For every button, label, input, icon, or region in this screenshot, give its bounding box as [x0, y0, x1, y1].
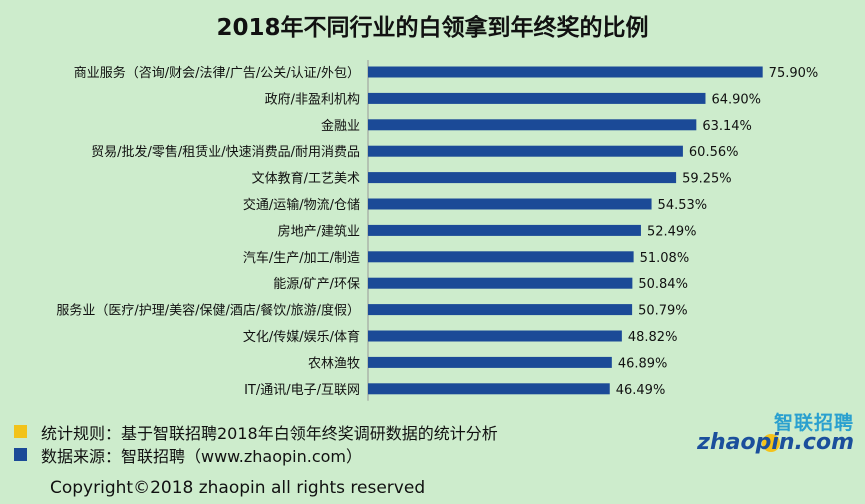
category-label: 商业服务（咨询/财会/法律/广告/公关/认证/外包）	[74, 65, 360, 81]
category-label: 交通/运输/物流/仓储	[243, 197, 360, 213]
bar	[368, 224, 641, 236]
rule-text: 统计规则：基于智联招聘2018年白领年终奖调研数据的统计分析	[41, 423, 498, 443]
rule-note: 统计规则：基于智联招聘2018年白领年终奖调研数据的统计分析	[14, 420, 498, 443]
value-label: 60.56%	[689, 145, 739, 160]
bar	[368, 251, 634, 263]
logo-en-text: zhaopin.com	[697, 430, 854, 455]
category-label: 农林渔牧	[308, 356, 360, 371]
bar	[368, 277, 633, 289]
logo-dot-icon	[762, 434, 780, 452]
category-label: IT/通讯/电子/互联网	[244, 383, 360, 398]
category-label: 房地产/建筑业	[278, 223, 360, 239]
bar	[368, 304, 633, 316]
bar	[368, 330, 622, 342]
chart-notes: 统计规则：基于智联招聘2018年白领年终奖调研数据的统计分析 数据来源：智联招聘…	[14, 420, 498, 466]
category-label: 金融业	[321, 118, 360, 134]
bar	[368, 145, 683, 157]
value-label: 48.82%	[628, 330, 678, 345]
bar	[368, 356, 612, 368]
value-label: 75.90%	[769, 66, 819, 81]
value-label: 51.08%	[640, 251, 690, 266]
zhaopin-logo: 智联招聘 zhaopin.com	[697, 408, 860, 463]
bar	[368, 92, 706, 104]
source-note: 数据来源：智联招聘（www.zhaopin.com）	[14, 443, 498, 466]
value-label: 59.25%	[682, 172, 732, 187]
chart-title: 2018年不同行业的白领拿到年终奖的比例	[216, 15, 649, 41]
category-label: 政府/非盈利机构	[265, 92, 360, 107]
source-text: 数据来源：智联招聘（www.zhaopin.com）	[41, 446, 363, 466]
bar	[368, 198, 652, 210]
value-label: 63.14%	[702, 119, 752, 134]
bar	[368, 383, 610, 395]
value-label: 52.49%	[647, 224, 697, 239]
bar	[368, 172, 677, 184]
category-label: 贸易/批发/零售/租赁业/快速消费品/耐用消费品	[91, 144, 360, 160]
value-label: 46.89%	[618, 356, 668, 371]
value-label: 54.53%	[658, 198, 708, 213]
logo-cn-text: 智联招聘	[773, 412, 854, 434]
category-label: 文化/传媒/娱乐/体育	[243, 329, 360, 345]
rule-swatch	[14, 425, 27, 438]
value-label: 50.79%	[638, 304, 688, 319]
bar	[368, 119, 697, 131]
source-swatch	[14, 448, 27, 461]
value-label: 64.90%	[711, 92, 761, 107]
category-label: 文体教育/工艺美术	[252, 171, 360, 187]
value-label: 46.49%	[616, 383, 666, 398]
copyright-text: Copyright©2018 zhaopin all rights reserv…	[50, 478, 426, 498]
category-label: 能源/矿产/环保	[273, 277, 360, 292]
bar-chart: 商业服务（咨询/财会/法律/广告/公关/认证/外包） 75.90% 政府/非盈利机构…	[56, 60, 819, 401]
bar	[368, 66, 763, 78]
value-label: 50.84%	[638, 277, 688, 292]
category-label: 汽车/生产/加工/制造	[243, 250, 360, 266]
category-label: 服务业（医疗/护理/美容/保健/酒店/餐饮/旅游/度假）	[56, 303, 360, 319]
